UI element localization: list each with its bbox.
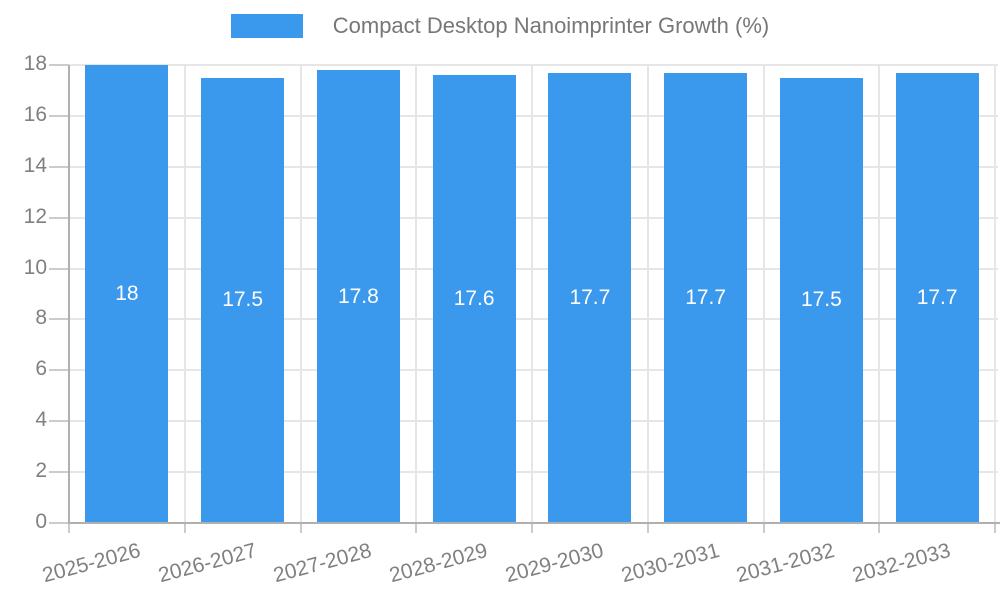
y-axis-tick-label: 2: [35, 459, 47, 483]
y-axis-tick: [49, 216, 69, 219]
y-axis-tick-label: 8: [35, 306, 47, 330]
gridline-horizontal: [69, 420, 998, 423]
legend-swatch-icon: [230, 14, 303, 39]
y-axis-tick: [49, 318, 69, 321]
gridline-vertical: [183, 65, 186, 523]
y-axis-tick-label: 18: [23, 52, 47, 75]
gridline-horizontal: [69, 114, 998, 117]
bar-value-label: 17.5: [800, 288, 842, 312]
bar: 18: [85, 65, 169, 523]
gridline-horizontal: [69, 64, 998, 66]
bar: 17.8: [316, 70, 400, 523]
y-axis-tick: [49, 522, 69, 524]
legend-label: Compact Desktop Nanoimprinter Growth (%): [332, 13, 770, 38]
y-axis-tick: [49, 369, 69, 372]
y-axis-tick: [49, 165, 69, 168]
y-axis-tick: [49, 114, 69, 117]
y-axis-tick: [49, 471, 69, 474]
y-axis-tick: [49, 64, 69, 66]
x-axis-tick: [68, 523, 70, 533]
bar: 17.5: [779, 77, 863, 523]
x-axis-tick: [646, 523, 649, 533]
bar-value-label: 17.7: [916, 285, 958, 309]
gridline-vertical: [415, 65, 418, 523]
gridline-horizontal: [69, 165, 998, 168]
y-axis-tick-label: 12: [23, 204, 47, 228]
bar: 17.7: [895, 72, 979, 523]
bar-value-label: 17.8: [337, 284, 379, 308]
gridline-horizontal: [69, 267, 998, 270]
y-axis-tick-label: 10: [23, 255, 47, 279]
x-axis-tick: [878, 523, 881, 533]
gridline-horizontal: [69, 216, 998, 219]
bar-value-label: 17.7: [569, 285, 611, 309]
gridline-horizontal: [69, 369, 998, 372]
gridline-vertical: [646, 65, 649, 523]
x-axis-tick: [299, 523, 302, 533]
y-axis-tick-label: 16: [23, 102, 47, 126]
x-axis-tick: [762, 523, 765, 533]
bar: 17.5: [201, 77, 285, 523]
y-axis-tick-label: 6: [35, 357, 47, 381]
bar: 17.7: [548, 72, 632, 523]
y-axis-line: [68, 65, 70, 523]
gridline-vertical: [531, 65, 533, 523]
y-axis-tick: [49, 420, 69, 423]
gridline-vertical: [762, 65, 765, 523]
gridline-horizontal: [69, 471, 998, 474]
gridline-vertical: [994, 65, 996, 523]
bar-value-label: 17.6: [453, 287, 495, 311]
x-axis-tick: [415, 523, 418, 533]
bar: 17.6: [432, 75, 516, 523]
x-axis-tick: [183, 523, 186, 533]
bar-value-label: 17.5: [222, 288, 264, 312]
bar: 17.7: [664, 72, 748, 523]
x-axis-tick: [994, 523, 996, 533]
bar-value-label: 18: [115, 282, 139, 305]
gridline-horizontal: [69, 318, 998, 321]
legend[interactable]: Compact Desktop Nanoimprinter Growth (%): [0, 13, 1000, 39]
gridline-vertical: [878, 65, 881, 523]
y-axis-tick-label: 0: [35, 510, 47, 533]
y-axis-tick-label: 4: [35, 408, 47, 432]
y-axis-tick: [49, 267, 69, 270]
bar-value-label: 17.7: [685, 285, 727, 309]
x-axis-line: [68, 522, 1000, 524]
y-axis-tick-label: 14: [23, 153, 47, 177]
x-axis-tick: [531, 523, 533, 533]
gridline-vertical: [299, 65, 302, 523]
